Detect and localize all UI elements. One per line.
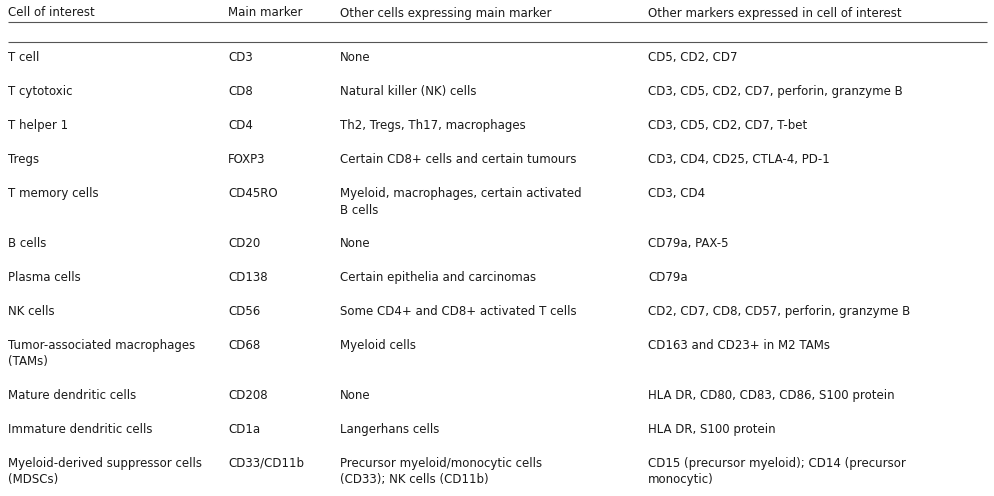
Text: T helper 1: T helper 1 <box>8 119 68 132</box>
Text: T cytotoxic: T cytotoxic <box>8 85 73 98</box>
Text: CD3, CD5, CD2, CD7, perforin, granzyme B: CD3, CD5, CD2, CD7, perforin, granzyme B <box>647 85 902 98</box>
Text: Other cells expressing main marker: Other cells expressing main marker <box>340 6 551 19</box>
Text: CD33/CD11b: CD33/CD11b <box>228 457 304 470</box>
Text: None: None <box>340 389 370 402</box>
Text: Myeloid-derived suppressor cells
(MDSCs): Myeloid-derived suppressor cells (MDSCs) <box>8 457 202 487</box>
Text: Tregs: Tregs <box>8 153 39 166</box>
Text: HLA DR, S100 protein: HLA DR, S100 protein <box>647 423 775 436</box>
Text: NK cells: NK cells <box>8 305 55 318</box>
Text: T memory cells: T memory cells <box>8 187 98 200</box>
Text: CD68: CD68 <box>228 339 260 352</box>
Text: Th2, Tregs, Th17, macrophages: Th2, Tregs, Th17, macrophages <box>340 119 525 132</box>
Text: Precursor myeloid/monocytic cells
(CD33); NK cells (CD11b): Precursor myeloid/monocytic cells (CD33)… <box>340 457 542 487</box>
Text: None: None <box>340 51 370 64</box>
Text: None: None <box>340 237 370 250</box>
Text: CD3, CD5, CD2, CD7, T-bet: CD3, CD5, CD2, CD7, T-bet <box>647 119 806 132</box>
Text: Other markers expressed in cell of interest: Other markers expressed in cell of inter… <box>647 6 901 19</box>
Text: Certain epithelia and carcinomas: Certain epithelia and carcinomas <box>340 271 536 284</box>
Text: CD1a: CD1a <box>228 423 259 436</box>
Text: CD138: CD138 <box>228 271 267 284</box>
Text: CD20: CD20 <box>228 237 260 250</box>
Text: CD8: CD8 <box>228 85 252 98</box>
Text: Natural killer (NK) cells: Natural killer (NK) cells <box>340 85 476 98</box>
Text: Tumor-associated macrophages
(TAMs): Tumor-associated macrophages (TAMs) <box>8 339 195 369</box>
Text: CD79a: CD79a <box>647 271 687 284</box>
Text: Cell of interest: Cell of interest <box>8 6 94 19</box>
Text: HLA DR, CD80, CD83, CD86, S100 protein: HLA DR, CD80, CD83, CD86, S100 protein <box>647 389 894 402</box>
Text: CD3, CD4, CD25, CTLA-4, PD-1: CD3, CD4, CD25, CTLA-4, PD-1 <box>647 153 829 166</box>
Text: Plasma cells: Plasma cells <box>8 271 81 284</box>
Text: Mature dendritic cells: Mature dendritic cells <box>8 389 136 402</box>
Text: T cell: T cell <box>8 51 40 64</box>
Text: CD56: CD56 <box>228 305 260 318</box>
Text: Myeloid cells: Myeloid cells <box>340 339 415 352</box>
Text: CD2, CD7, CD8, CD57, perforin, granzyme B: CD2, CD7, CD8, CD57, perforin, granzyme … <box>647 305 910 318</box>
Text: CD79a, PAX-5: CD79a, PAX-5 <box>647 237 728 250</box>
Text: FOXP3: FOXP3 <box>228 153 265 166</box>
Text: Myeloid, macrophages, certain activated
B cells: Myeloid, macrophages, certain activated … <box>340 187 581 216</box>
Text: Main marker: Main marker <box>228 6 302 19</box>
Text: B cells: B cells <box>8 237 47 250</box>
Text: CD4: CD4 <box>228 119 252 132</box>
Text: CD15 (precursor myeloid); CD14 (precursor
monocytic): CD15 (precursor myeloid); CD14 (precurso… <box>647 457 905 487</box>
Text: Certain CD8+ cells and certain tumours: Certain CD8+ cells and certain tumours <box>340 153 576 166</box>
Text: Immature dendritic cells: Immature dendritic cells <box>8 423 152 436</box>
Text: CD3: CD3 <box>228 51 252 64</box>
Text: CD45RO: CD45RO <box>228 187 277 200</box>
Text: CD208: CD208 <box>228 389 267 402</box>
Text: Some CD4+ and CD8+ activated T cells: Some CD4+ and CD8+ activated T cells <box>340 305 577 318</box>
Text: CD163 and CD23+ in M2 TAMs: CD163 and CD23+ in M2 TAMs <box>647 339 829 352</box>
Text: Langerhans cells: Langerhans cells <box>340 423 439 436</box>
Text: CD5, CD2, CD7: CD5, CD2, CD7 <box>647 51 737 64</box>
Text: CD3, CD4: CD3, CD4 <box>647 187 705 200</box>
